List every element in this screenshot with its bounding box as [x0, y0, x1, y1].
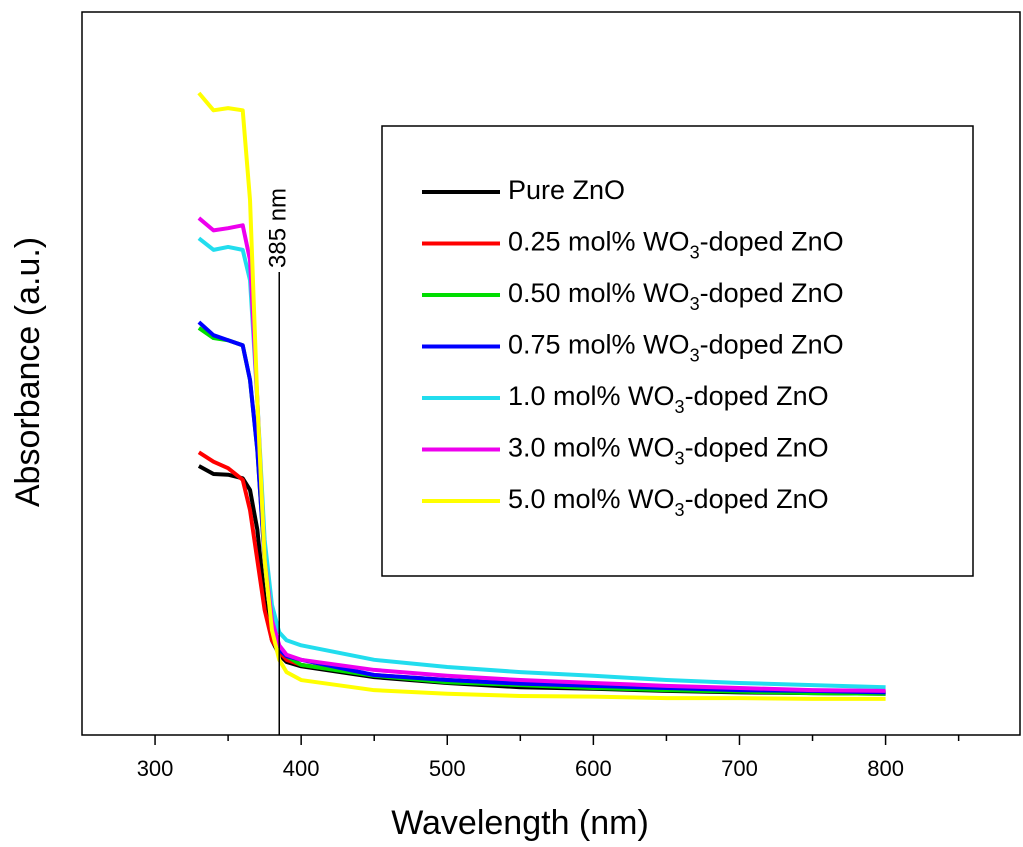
series-line [197, 91, 886, 701]
series-line [197, 216, 886, 693]
legend-label: 1.0 mol% WO3-doped ZnO [508, 381, 829, 417]
plot-frame [81, 11, 1021, 736]
legend-label: 0.50 mol% WO3-doped ZnO [508, 278, 844, 314]
legend-label: 0.75 mol% WO3-doped ZnO [508, 330, 844, 366]
x-tick-label: 600 [575, 756, 612, 781]
y-axis-title: Absorbance (a.u.) [9, 237, 47, 507]
x-tick-label: 300 [137, 756, 174, 781]
legend-label: 5.0 mol% WO3-doped ZnO [508, 484, 829, 520]
x-tick-label: 500 [429, 756, 466, 781]
legend-label: 0.25 mol% WO3-doped ZnO [508, 227, 844, 263]
plot-area: Pure ZnO 0.25 mol% WO3-doped ZnO 0.50 mol%… [197, 91, 886, 701]
x-tick-label: 400 [283, 756, 320, 781]
x-tick-label: 700 [721, 756, 758, 781]
x-tick-label: 800 [867, 756, 904, 781]
legend-label: 3.0 mol% WO3-doped ZnO [508, 433, 829, 469]
legend-label: Pure ZnO [508, 175, 625, 205]
x-axis-title: Wavelength (nm) [391, 804, 649, 842]
series-line [197, 236, 886, 690]
annotation-label: 385 nm [265, 188, 292, 268]
